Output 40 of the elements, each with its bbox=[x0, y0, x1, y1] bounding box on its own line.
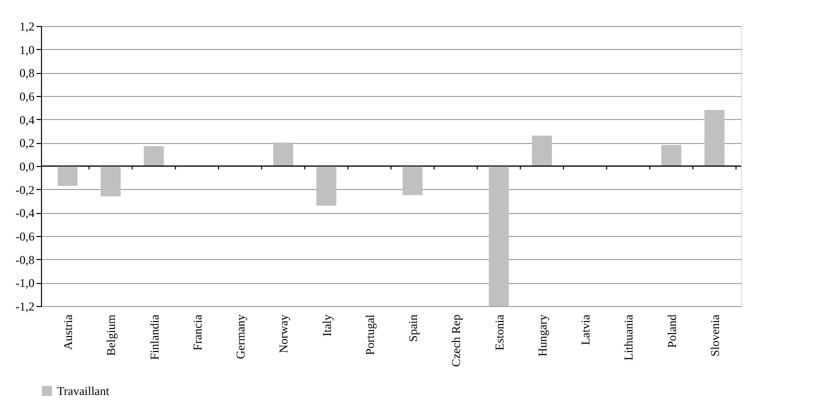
bar bbox=[316, 166, 336, 206]
x-tick-label: Austria bbox=[61, 314, 76, 350]
bar bbox=[273, 142, 294, 166]
bar bbox=[532, 136, 552, 166]
x-tick-label: Estonia bbox=[492, 314, 506, 350]
x-tick-label: Hungary bbox=[535, 314, 550, 356]
bar bbox=[488, 166, 509, 306]
y-tick-label: -1,2 bbox=[16, 300, 34, 314]
bar bbox=[144, 146, 164, 166]
x-tick-label: Italy bbox=[320, 314, 334, 336]
y-tick-label: -0,6 bbox=[16, 230, 34, 244]
x-tick-label: Germany bbox=[234, 314, 248, 360]
x-tick-label: Czech Rep bbox=[449, 314, 464, 367]
legend-label: Travaillant bbox=[57, 384, 110, 398]
bar bbox=[100, 166, 121, 196]
x-tick-label: Spain bbox=[406, 314, 420, 342]
x-tick-label: Belgium bbox=[104, 314, 118, 356]
x-tick-label: Slovenia bbox=[708, 314, 722, 356]
y-tick-label: -0,8 bbox=[16, 252, 34, 267]
x-tick-label: Francia bbox=[190, 314, 204, 350]
y-tick-label: -0,2 bbox=[16, 182, 34, 197]
y-tick-label: 1,2 bbox=[20, 20, 34, 34]
y-tick-label: 0,0 bbox=[20, 160, 34, 174]
y-tick-label: -0,4 bbox=[16, 206, 34, 220]
x-tick-label: Poland bbox=[664, 314, 679, 348]
y-tick-label: 1,0 bbox=[20, 42, 34, 57]
x-tick-label: Norway bbox=[276, 314, 291, 354]
bar bbox=[58, 166, 78, 186]
y-tick-label: 0,6 bbox=[20, 90, 34, 104]
bar bbox=[704, 110, 724, 166]
bar bbox=[661, 145, 682, 166]
y-tick-label: 0,8 bbox=[20, 66, 34, 80]
y-tick-label: -1,0 bbox=[16, 276, 34, 290]
x-tick-label: Portugal bbox=[362, 314, 377, 356]
y-tick-label: 0,4 bbox=[20, 112, 34, 127]
y-tick-label: 0,2 bbox=[20, 136, 34, 150]
x-tick-label: Lithuania bbox=[622, 314, 636, 360]
bar bbox=[402, 166, 423, 196]
x-tick-label: Finlandia bbox=[147, 314, 162, 360]
x-tick-label: Latvia bbox=[578, 314, 593, 346]
